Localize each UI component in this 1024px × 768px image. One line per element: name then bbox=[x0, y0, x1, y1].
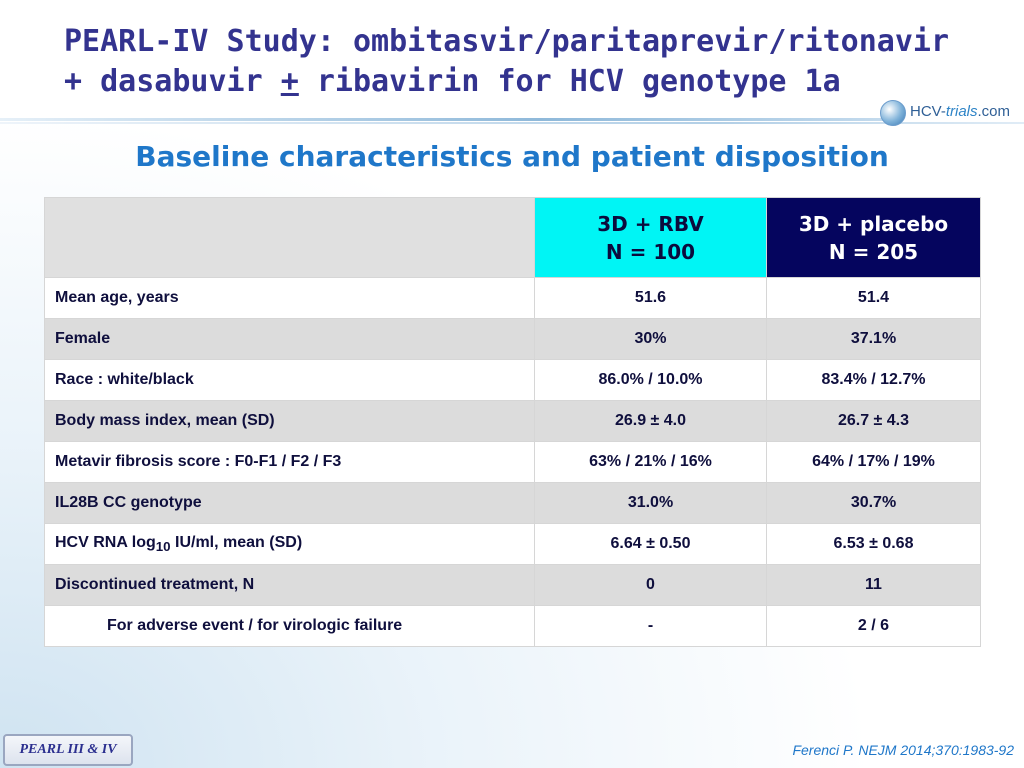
placebo-value: 64% / 17% / 19% bbox=[766, 441, 981, 483]
placebo-value: 26.7 ± 4.3 bbox=[766, 400, 981, 442]
title-line-2: + dasabuvir + ribavirin for HCV genotype… bbox=[64, 62, 994, 102]
table-row: Mean age, years 51.6 51.4 bbox=[44, 277, 981, 319]
table-row: Race : white/black 86.0% / 10.0% 83.4% /… bbox=[44, 359, 981, 401]
title-line-2-pre: + dasabuvir bbox=[64, 64, 281, 99]
rbv-value: 6.64 ± 0.50 bbox=[534, 523, 767, 565]
row-label: Discontinued treatment, N bbox=[44, 564, 535, 606]
row-label: For adverse event / for virologic failur… bbox=[44, 605, 535, 647]
citation: Ferenci P. NEJM 2014;370:1983-92 bbox=[792, 742, 1014, 758]
title-plus-minus: + bbox=[280, 64, 299, 99]
globe-icon bbox=[880, 100, 906, 126]
placebo-value: 2 / 6 bbox=[766, 605, 981, 647]
rbv-value: 31.0% bbox=[534, 482, 767, 524]
logo-text: HCV-trials.com bbox=[910, 103, 1011, 120]
rbv-value: 26.9 ± 4.0 bbox=[534, 400, 767, 442]
row-label: Race : white/black bbox=[44, 359, 535, 401]
rbv-value: 0 bbox=[534, 564, 767, 606]
title-divider bbox=[0, 118, 1024, 126]
placebo-value: 30.7% bbox=[766, 482, 981, 524]
row-label: Body mass index, mean (SD) bbox=[44, 400, 535, 442]
row-label: Female bbox=[44, 318, 535, 360]
table-row: Body mass index, mean (SD) 26.9 ± 4.0 26… bbox=[44, 400, 981, 442]
placebo-value: 51.4 bbox=[766, 277, 981, 319]
table-row: Metavir fibrosis score : F0-F1 / F2 / F3… bbox=[44, 441, 981, 483]
header-blank-cell bbox=[44, 197, 535, 278]
row-label: Mean age, years bbox=[44, 277, 535, 319]
table-row: For adverse event / for virologic failur… bbox=[44, 605, 981, 647]
row-label: HCV RNA log10 IU/ml, mean (SD) bbox=[44, 523, 535, 565]
title-line-2-post: ribavirin for HCV genotype 1a bbox=[298, 64, 841, 99]
placebo-value: 11 bbox=[766, 564, 981, 606]
rbv-value: 51.6 bbox=[534, 277, 767, 319]
table-row: Discontinued treatment, N 0 11 bbox=[44, 564, 981, 606]
placebo-value: 37.1% bbox=[766, 318, 981, 360]
row-label: IL28B CC genotype bbox=[44, 482, 535, 524]
row-label: Metavir fibrosis score : F0-F1 / F2 / F3 bbox=[44, 441, 535, 483]
baseline-table: 3D + RBV N = 100 3D + placebo N = 205 Me… bbox=[44, 197, 981, 647]
study-badge: PEARL III & IV bbox=[3, 734, 133, 766]
table-row: IL28B CC genotype 31.0% 30.7% bbox=[44, 482, 981, 524]
header-placebo: 3D + placebo N = 205 bbox=[766, 197, 981, 278]
rbv-value: 30% bbox=[534, 318, 767, 360]
title-line-1: PEARL-IV Study: ombitasvir/paritaprevir/… bbox=[64, 24, 950, 59]
table-row: HCV RNA log10 IU/ml, mean (SD) 6.64 ± 0.… bbox=[44, 523, 981, 565]
slide-subtitle: Baseline characteristics and patient dis… bbox=[135, 140, 889, 173]
rbv-value: 63% / 21% / 16% bbox=[534, 441, 767, 483]
rbv-value: 86.0% / 10.0% bbox=[534, 359, 767, 401]
header-rbv: 3D + RBV N = 100 bbox=[534, 197, 767, 278]
rbv-value: - bbox=[534, 605, 767, 647]
hcv-trials-logo: HCV-trials.com bbox=[880, 98, 1020, 128]
placebo-value: 83.4% / 12.7% bbox=[766, 359, 981, 401]
placebo-value: 6.53 ± 0.68 bbox=[766, 523, 981, 565]
table-header-row: 3D + RBV N = 100 3D + placebo N = 205 bbox=[44, 197, 981, 278]
slide-title: PEARL-IV Study: ombitasvir/paritaprevir/… bbox=[64, 22, 994, 102]
table-row: Female 30% 37.1% bbox=[44, 318, 981, 360]
